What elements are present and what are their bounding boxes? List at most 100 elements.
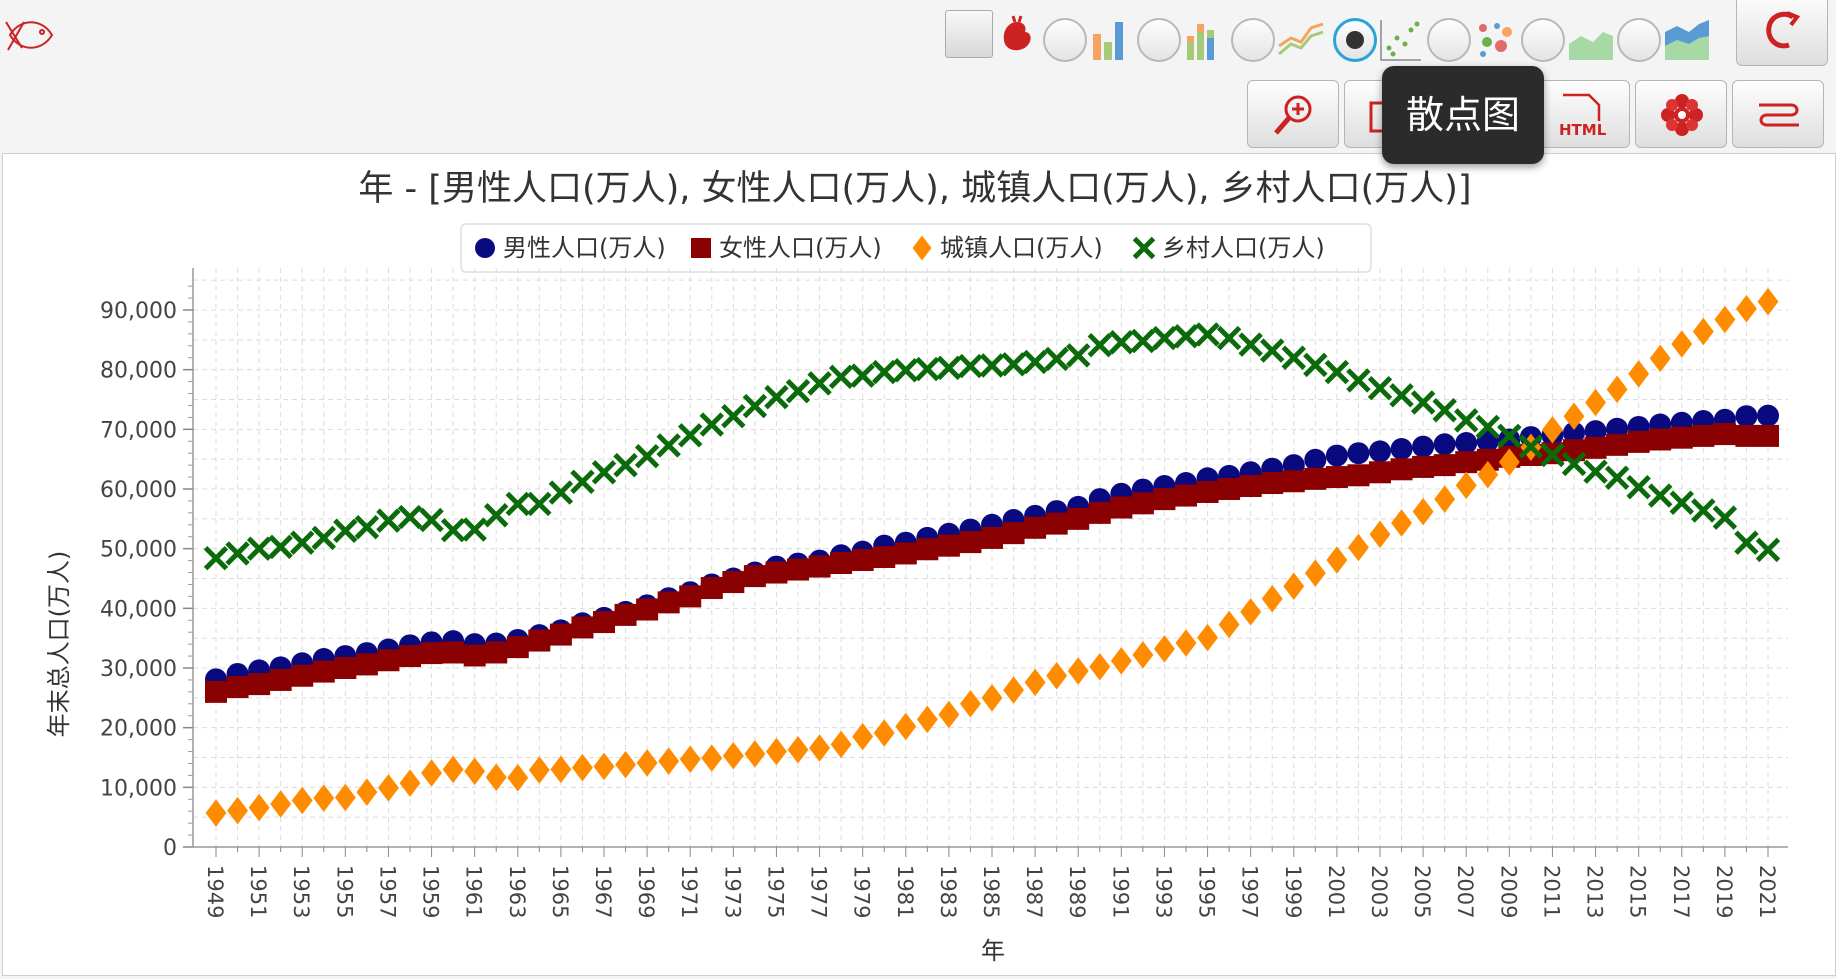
- data-point[interactable]: [699, 412, 724, 437]
- data-point[interactable]: [938, 700, 960, 729]
- data-point[interactable]: [1046, 662, 1068, 690]
- data-point[interactable]: [205, 799, 227, 827]
- data-point[interactable]: [333, 518, 358, 543]
- data-point[interactable]: [205, 680, 227, 703]
- data-point[interactable]: [678, 423, 703, 448]
- data-point[interactable]: [1757, 287, 1779, 316]
- data-point[interactable]: [1432, 398, 1457, 423]
- data-point[interactable]: [1326, 546, 1348, 574]
- data-point[interactable]: [203, 545, 229, 571]
- data-point[interactable]: [1175, 629, 1197, 657]
- data-point[interactable]: [1024, 516, 1047, 539]
- data-point[interactable]: [1001, 352, 1026, 377]
- refresh-button[interactable]: [1736, 0, 1828, 66]
- data-point[interactable]: [1476, 448, 1499, 471]
- data-point[interactable]: [1412, 435, 1435, 458]
- data-point[interactable]: [656, 433, 681, 458]
- data-point[interactable]: [1347, 533, 1369, 562]
- data-point[interactable]: [1367, 375, 1393, 401]
- data-point[interactable]: [1216, 325, 1242, 351]
- data-point[interactable]: [1628, 360, 1650, 388]
- data-point[interactable]: [764, 384, 789, 410]
- data-point[interactable]: [1434, 485, 1456, 513]
- data-point[interactable]: [571, 753, 593, 782]
- data-point[interactable]: [1261, 585, 1283, 613]
- data-point[interactable]: [1455, 451, 1478, 474]
- data-point[interactable]: [1239, 475, 1262, 498]
- data-point[interactable]: [1281, 345, 1306, 370]
- data-point[interactable]: [1691, 498, 1716, 523]
- data-point[interactable]: [1024, 668, 1046, 697]
- data-point[interactable]: [636, 598, 659, 621]
- data-point[interactable]: [1197, 623, 1219, 652]
- data-point[interactable]: [442, 641, 465, 664]
- data-point[interactable]: [1369, 461, 1391, 484]
- data-point[interactable]: [614, 603, 637, 626]
- data-point[interactable]: [1282, 470, 1305, 493]
- data-point[interactable]: [1540, 442, 1565, 468]
- data-point[interactable]: [958, 353, 983, 379]
- data-point[interactable]: [1498, 428, 1521, 451]
- data-point[interactable]: [916, 538, 939, 561]
- data-point[interactable]: [1563, 421, 1585, 444]
- data-point[interactable]: [1003, 676, 1025, 704]
- data-point[interactable]: [1325, 466, 1348, 489]
- data-point[interactable]: [894, 542, 917, 565]
- data-point[interactable]: [1735, 405, 1758, 428]
- data-point[interactable]: [807, 371, 832, 396]
- data-point[interactable]: [311, 525, 336, 551]
- zoom-in-button[interactable]: [1247, 80, 1339, 148]
- data-point[interactable]: [809, 734, 831, 762]
- data-point[interactable]: [1669, 490, 1694, 515]
- data-point[interactable]: [1735, 295, 1757, 323]
- data-point[interactable]: [787, 735, 809, 764]
- data-point[interactable]: [1218, 610, 1240, 639]
- data-point[interactable]: [1152, 325, 1177, 351]
- data-point[interactable]: [658, 747, 680, 775]
- data-point[interactable]: [1195, 322, 1220, 347]
- data-point[interactable]: [1002, 522, 1025, 545]
- data-point[interactable]: [830, 551, 853, 574]
- data-point[interactable]: [1584, 436, 1607, 459]
- data-point[interactable]: [1175, 484, 1197, 507]
- data-point[interactable]: [1088, 501, 1111, 524]
- data-point[interactable]: [1346, 368, 1371, 393]
- data-point[interactable]: [701, 744, 723, 772]
- data-point[interactable]: [959, 531, 982, 554]
- data-point[interactable]: [248, 673, 271, 696]
- settings-button[interactable]: [1732, 80, 1824, 148]
- data-point[interactable]: [377, 649, 400, 672]
- data-point[interactable]: [1626, 474, 1651, 500]
- data-point[interactable]: [355, 653, 378, 676]
- data-point[interactable]: [830, 730, 852, 759]
- data-point[interactable]: [313, 784, 335, 812]
- line-chart-radio[interactable]: [1231, 18, 1275, 62]
- data-point[interactable]: [1390, 458, 1413, 481]
- data-point[interactable]: [852, 722, 874, 751]
- data-point[interactable]: [484, 503, 509, 528]
- data-point[interactable]: [1369, 520, 1391, 549]
- data-point[interactable]: [570, 469, 595, 495]
- data-point[interactable]: [1110, 496, 1133, 519]
- data-point[interactable]: [549, 623, 572, 646]
- data-point[interactable]: [269, 668, 292, 691]
- data-point[interactable]: [1325, 444, 1348, 467]
- data-point[interactable]: [1627, 430, 1650, 453]
- data-point[interactable]: [1304, 448, 1327, 471]
- data-point[interactable]: [1130, 328, 1156, 354]
- data-point[interactable]: [1347, 464, 1370, 487]
- blank-square-button[interactable]: [945, 10, 993, 58]
- data-point[interactable]: [376, 508, 401, 533]
- data-point[interactable]: [334, 657, 357, 679]
- data-point[interactable]: [1497, 423, 1522, 449]
- data-point[interactable]: [1583, 459, 1608, 484]
- data-point[interactable]: [420, 642, 443, 665]
- data-point[interactable]: [1131, 492, 1154, 515]
- data-point[interactable]: [1324, 359, 1350, 385]
- data-point[interactable]: [722, 571, 745, 594]
- data-point[interactable]: [593, 752, 615, 781]
- data-point[interactable]: [634, 443, 660, 469]
- data-point[interactable]: [657, 591, 680, 614]
- data-point[interactable]: [1712, 505, 1738, 530]
- area-chart-radio[interactable]: [1521, 18, 1565, 62]
